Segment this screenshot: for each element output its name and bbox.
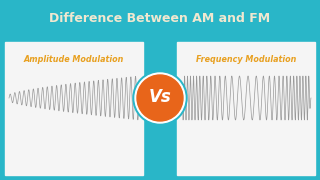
Circle shape — [133, 71, 187, 125]
Circle shape — [135, 73, 185, 123]
Text: Amplitude Modulation: Amplitude Modulation — [24, 55, 124, 64]
Text: Difference Between AM and FM: Difference Between AM and FM — [49, 12, 271, 24]
Text: Frequency Modulation: Frequency Modulation — [196, 55, 296, 64]
Bar — [177, 42, 315, 175]
Circle shape — [137, 75, 183, 121]
Bar — [5, 42, 143, 175]
Text: Vs: Vs — [148, 88, 172, 106]
